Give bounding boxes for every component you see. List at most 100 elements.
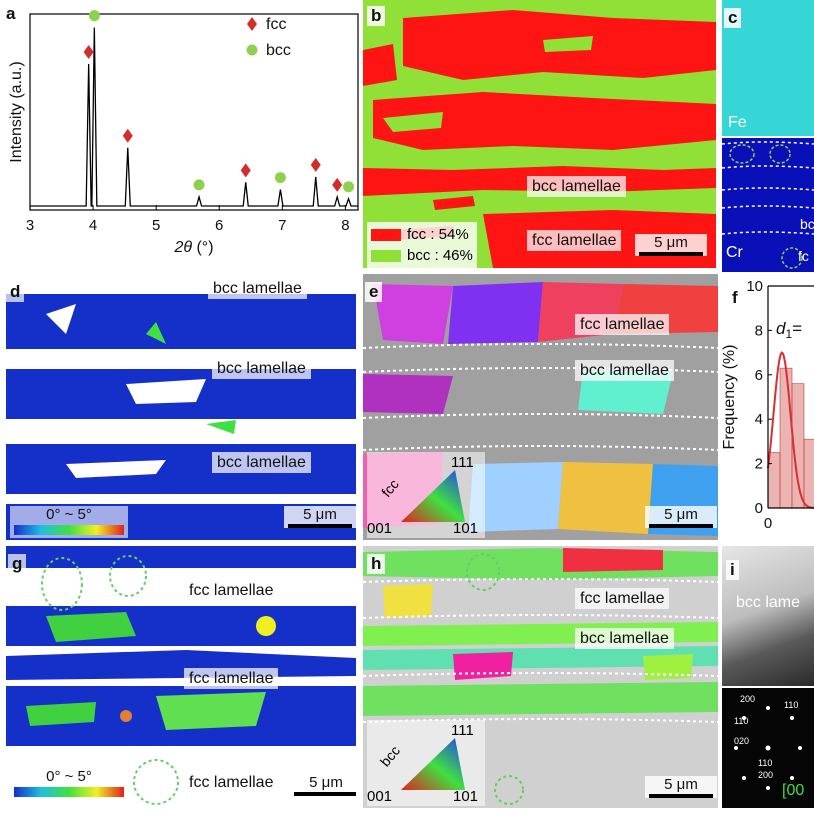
- panel-e-ipf-map: e fcc lamellae bcc lamellae fcc 111 001 …: [363, 274, 718, 540]
- panel-e-label: e: [365, 282, 383, 302]
- panel-g-scale-bar: 5 μm: [290, 774, 356, 796]
- panel-d-kam-map: d bcc lamellae bcc lamellae bcc lamellae…: [6, 274, 356, 540]
- spot-label-4: 020: [734, 736, 750, 746]
- h-fcc-lamellae: fcc lamellae: [575, 588, 670, 609]
- h-ipf-001: 001: [367, 788, 393, 805]
- spot-label-2: 110: [734, 716, 749, 726]
- panel-h-label: h: [367, 554, 386, 574]
- x-tick-label: 7: [278, 217, 286, 234]
- diffraction-spots: [734, 706, 802, 790]
- xrd-pattern-line: [30, 27, 358, 207]
- panel-g-label: g: [8, 554, 27, 574]
- panel-f-label: f: [732, 288, 738, 307]
- fcc-peak-marker: [122, 128, 133, 143]
- y-axis-label: Intensity (a.u.): [8, 61, 25, 162]
- fcc-partial-label: fc: [798, 248, 809, 264]
- zone-axis-label: [00: [782, 782, 805, 799]
- y-tick-label: 8: [755, 322, 763, 339]
- d-colorbar: [14, 525, 124, 535]
- x-tick-label: 8: [341, 217, 349, 234]
- panel-b-phase-map: b bcc lamellae fcc lamellae fcc : 54% bc…: [363, 0, 716, 268]
- legend-bcc-marker: [246, 44, 258, 56]
- fcc-peak-marker: [83, 45, 94, 60]
- spot-label-5: 110: [758, 758, 773, 768]
- y-tick-label: 6: [755, 367, 763, 384]
- legend-bcc-text: bcc : 46%: [407, 247, 473, 264]
- h-ipf-111: 111: [451, 722, 474, 739]
- d-range-text: 0° ~ 5°: [46, 506, 92, 523]
- spot-label-1: 200: [740, 694, 756, 704]
- panel-b-scale-text: 5 μm: [654, 234, 688, 251]
- g-fcc-lamellae-1: fcc lamellae: [184, 580, 279, 601]
- legend-fcc: fcc : 54%: [371, 224, 473, 245]
- x-tick-label: 6: [215, 217, 223, 234]
- h-ipf-triangle: [401, 738, 465, 790]
- x-tick-label: 5: [152, 217, 160, 234]
- e-bcc-lamellae: bcc lamellae: [575, 360, 674, 381]
- g-range-text: 0° ~ 5°: [46, 768, 92, 785]
- y-tick-label: 10: [746, 278, 763, 295]
- fe-label: Fe: [728, 114, 747, 131]
- h-ipf-101: 101: [453, 788, 479, 805]
- legend-fcc-swatch: [371, 229, 401, 242]
- panel-f-histogram: 0 2 4 6 8 10 0 Frequency (%) d1= f: [722, 274, 814, 540]
- x-axis-label: 2θ (°): [173, 239, 213, 256]
- panel-g-scale-text: 5 μm: [309, 774, 343, 791]
- bcc-peak-marker: [193, 179, 205, 191]
- x-tick-label: 3: [26, 217, 34, 234]
- histogram-chart: 0 2 4 6 8 10 0 Frequency (%) d1=: [722, 278, 814, 532]
- panel-d-scale-text: 5 μm: [303, 506, 337, 523]
- e-ipf-001: 001: [367, 520, 393, 537]
- e-ipf-key: fcc 111 001 101: [367, 452, 485, 538]
- panel-c-label: c: [724, 8, 742, 28]
- e-fcc-lamellae: fcc lamellae: [575, 314, 670, 335]
- xrd-frame: [29, 13, 359, 211]
- panel-h-scale-text: 5 μm: [664, 776, 698, 793]
- cr-label: Cr: [726, 244, 743, 261]
- panel-d-scale-bar: 5 μm: [284, 506, 356, 528]
- fcc-peak-marker: [240, 163, 251, 178]
- bcc-lamellae-label: bcc lamellae: [527, 176, 626, 197]
- legend-bcc-swatch: [371, 250, 401, 263]
- i-bcc-label: bcc lame: [736, 594, 801, 611]
- legend-fcc-label: fcc: [266, 16, 286, 33]
- h-ipf-key: bcc 111 001 101: [367, 720, 485, 806]
- spot-label-6: 200: [758, 770, 774, 780]
- fcc-peak-marker: [310, 157, 321, 172]
- panel-b-label: b: [367, 6, 386, 26]
- bcc-peak-marker: [88, 10, 100, 22]
- x-tick-label: 4: [89, 217, 97, 234]
- g-colorbar: [14, 787, 124, 797]
- fit-curve: [767, 351, 814, 509]
- panel-c-eds: c Fe Cr bc fc: [722, 0, 814, 272]
- y-tick-label: 2: [755, 456, 763, 473]
- histogram-bar: [779, 367, 793, 509]
- h-bcc-lamellae: bcc lamellae: [575, 628, 674, 649]
- panel-g-kam-map: g fcc lamellae fcc lamellae fcc lamellae…: [6, 546, 356, 808]
- fcc-lamellae-label: fcc lamellae: [527, 230, 622, 251]
- e-ipf-101: 101: [453, 520, 479, 537]
- phase-legend: fcc : 54% bcc : 46%: [367, 222, 477, 268]
- bcc-peak-marker: [343, 181, 355, 193]
- fcc-peak-marker: [332, 177, 343, 192]
- legend-fcc-text: fcc : 54%: [407, 226, 469, 243]
- panel-h-scale-bar: 5 μm: [645, 776, 717, 798]
- panel-a-label: a: [6, 4, 16, 23]
- x-tick-label: 0: [764, 515, 772, 532]
- legend-bcc: bcc : 46%: [371, 245, 473, 266]
- y-tick-label: 4: [755, 411, 763, 428]
- y-tick-label: 0: [755, 500, 763, 517]
- bcc-peak-marker: [274, 172, 286, 184]
- e-ipf-triangle: [401, 470, 465, 522]
- panel-b-scale-bar: 5 μm: [635, 234, 707, 256]
- panel-d-label: d: [6, 282, 25, 302]
- cr-map: [722, 138, 814, 272]
- panel-h-ipf-map: h fcc lamellae bcc lamellae bcc 111 001 …: [363, 546, 718, 808]
- d-bcc-lamellae-2: bcc lamellae: [212, 358, 311, 379]
- cr-map-overlay: [722, 141, 814, 269]
- tem-diffraction: 200 110 110 020 110 200 [00: [722, 688, 814, 808]
- g-fcc-lamellae-2: fcc lamellae: [184, 668, 279, 689]
- e-ipf-111: 111: [451, 454, 474, 471]
- d-color-key: 0° ~ 5°: [10, 506, 128, 538]
- d1-annotation: d1=: [776, 319, 802, 341]
